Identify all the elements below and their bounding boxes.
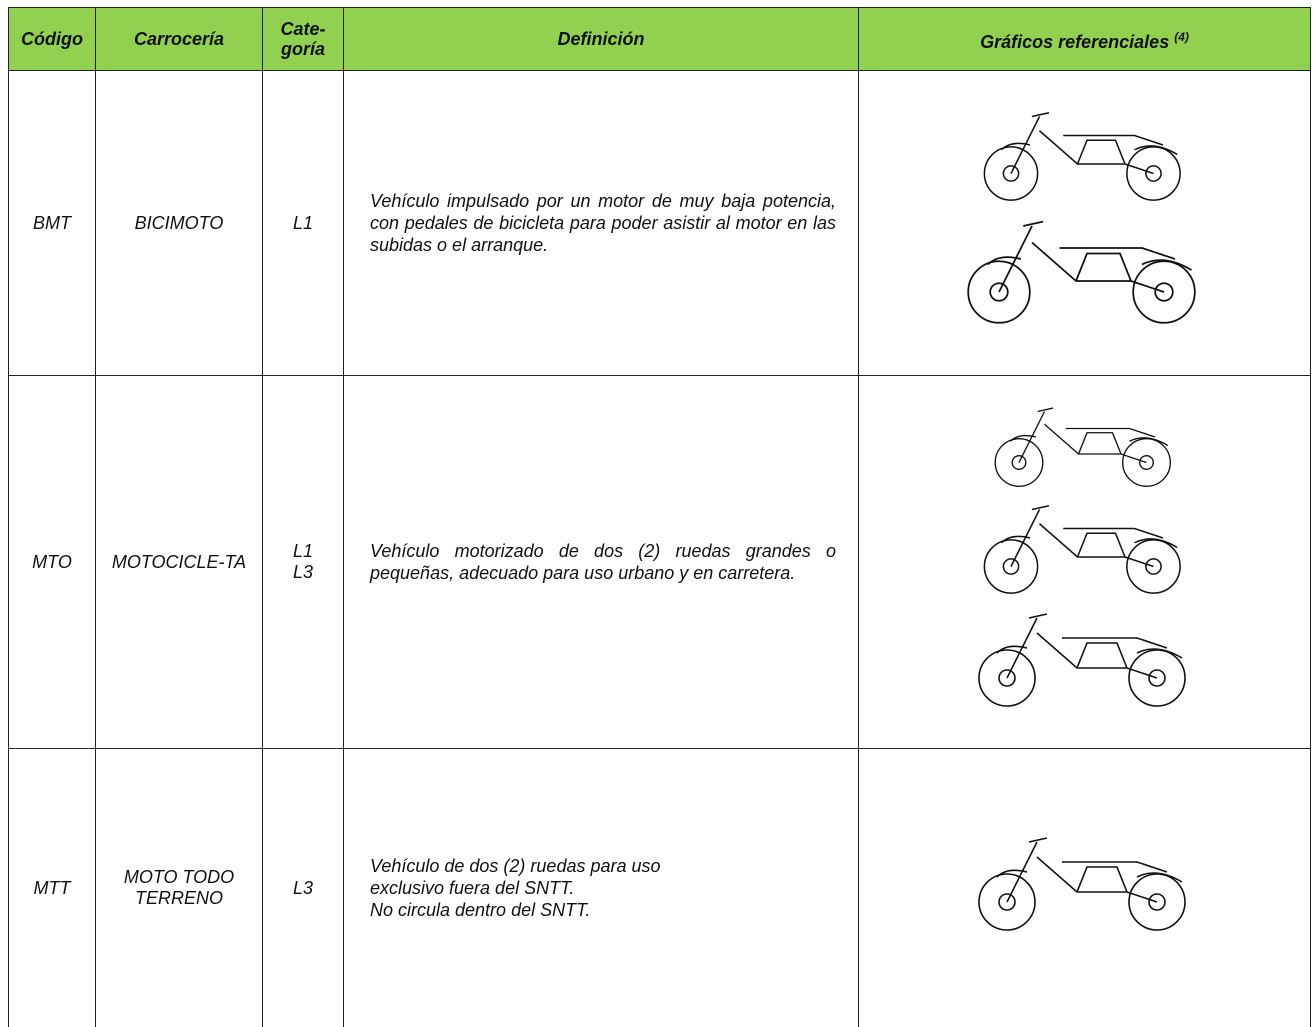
graphics-cell <box>859 749 1311 1027</box>
vehicle-drawing <box>967 832 1202 945</box>
header-row: Código Carrocería Cate-goría Definición … <box>9 8 1311 71</box>
header-body: Carrocería <box>96 8 263 71</box>
body-cell: BICIMOTO <box>96 71 263 376</box>
graphics-cell <box>859 71 1311 376</box>
category: L3 <box>267 878 339 899</box>
vehicle-drawing <box>985 403 1185 500</box>
vehicle-drawing <box>967 608 1202 721</box>
definition-cell: Vehículo motorizado de dos (2) ruedas gr… <box>344 376 859 749</box>
definition-line: Vehículo impulsado por un motor de muy b… <box>370 190 836 256</box>
vehicle-table: Código Carrocería Cate-goría Definición … <box>8 7 1311 1027</box>
category-cell: L1 <box>263 71 344 376</box>
code-cell: BMT <box>9 71 96 376</box>
definition-line: Vehículo motorizado de dos (2) ruedas gr… <box>370 540 836 584</box>
category: L1 <box>267 541 339 562</box>
category-cell: L3 <box>263 749 344 1027</box>
header-graphics: Gráficos referenciales (4) <box>859 8 1311 71</box>
header-category: Cate-goría <box>263 8 344 71</box>
category: L1 <box>267 213 339 234</box>
code-cell: MTO <box>9 376 96 749</box>
header-definition: Definición <box>344 8 859 71</box>
vehicle-drawing <box>955 215 1214 339</box>
body-cell: MOTO TODO TERRENO <box>96 749 263 1027</box>
graphics-cell <box>859 376 1311 749</box>
header-code: Código <box>9 8 96 71</box>
definition-line: No circula dentro del SNTT. <box>370 899 836 921</box>
definition-cell: Vehículo de dos (2) ruedas para uso excl… <box>344 749 859 1027</box>
definition-line: Vehículo de dos (2) ruedas para uso excl… <box>370 855 700 899</box>
header-graphics-text: Gráficos referenciales <box>980 32 1169 52</box>
vehicle-drawing <box>973 107 1196 215</box>
header-note: (4) <box>1174 30 1189 44</box>
body-cell: MOTOCICLE-TA <box>96 376 263 749</box>
vehicle-drawing <box>973 500 1196 608</box>
category: L3 <box>267 562 339 583</box>
definition-cell: Vehículo impulsado por un motor de muy b… <box>344 71 859 376</box>
code-cell: MTT <box>9 749 96 1027</box>
